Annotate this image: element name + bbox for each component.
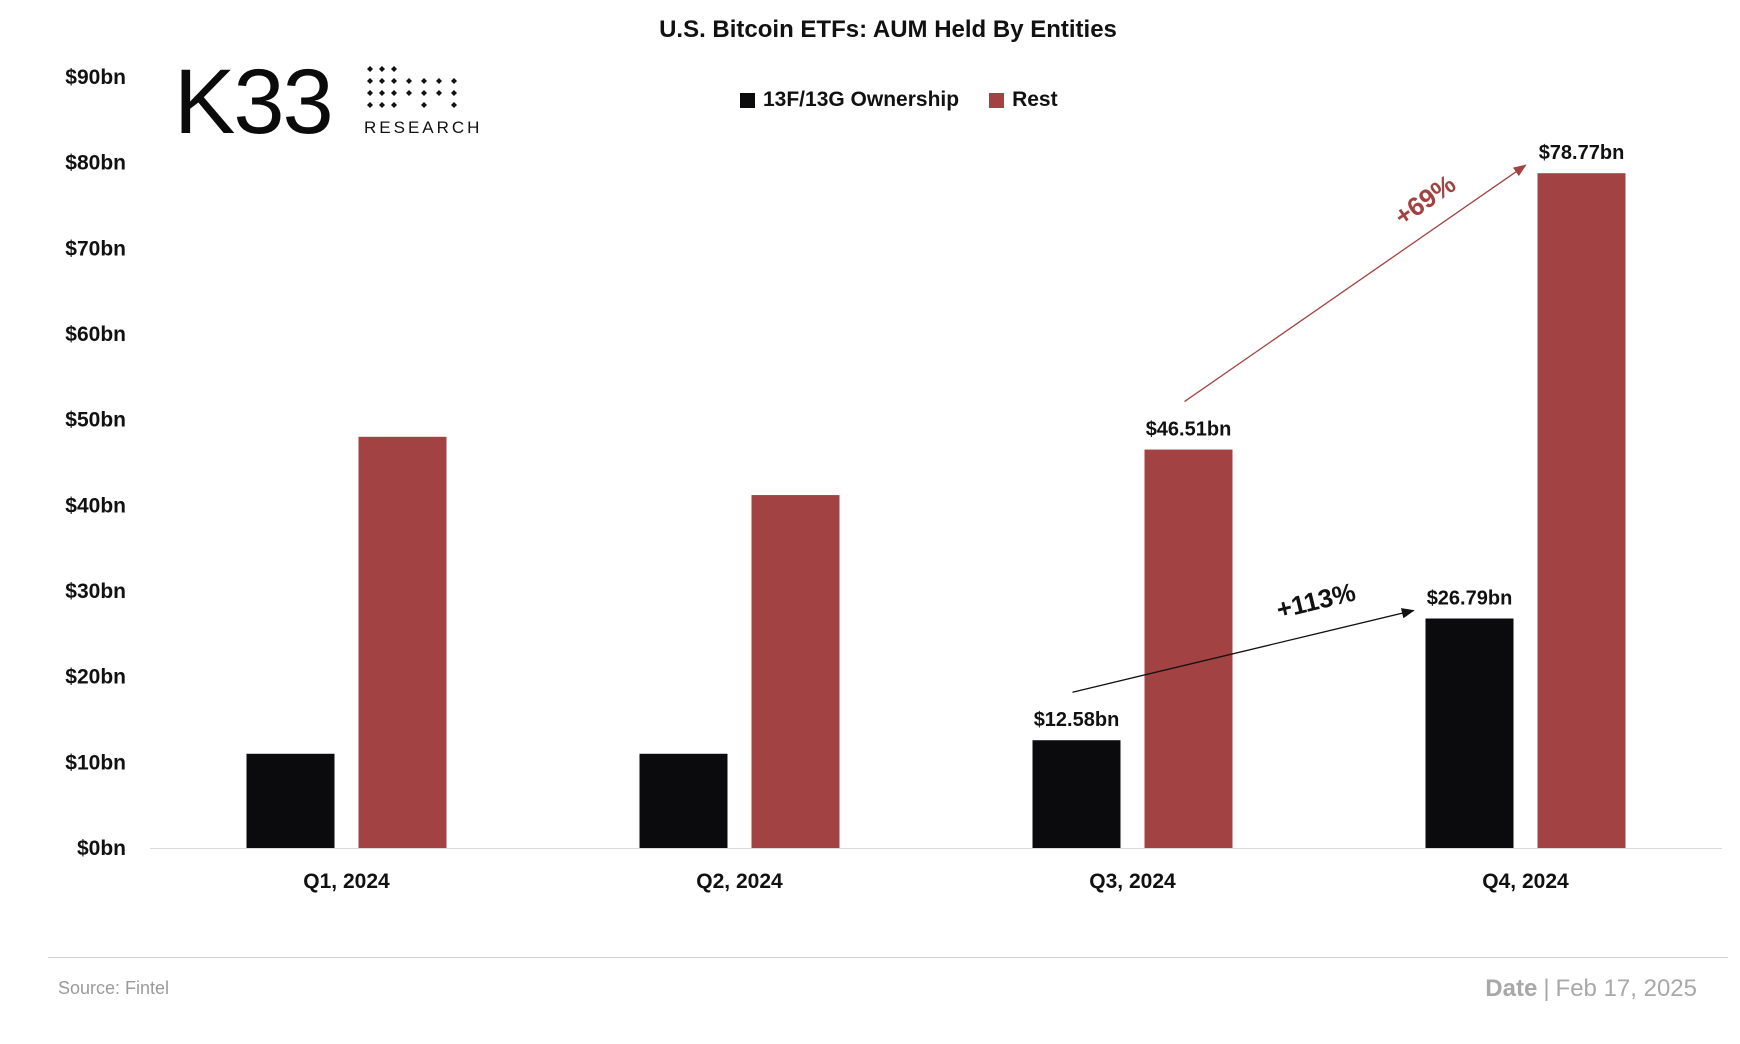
y-tick-label: $50bn: [65, 409, 126, 432]
x-tick-label: Q1, 2024: [303, 870, 390, 893]
legend-swatch-rest: [989, 92, 1005, 108]
y-tick-label: $70bn: [65, 237, 126, 260]
bar-13f: [1425, 618, 1514, 848]
y-tick-label: $80bn: [65, 152, 126, 175]
growth-annotation: +69%: [1389, 169, 1461, 232]
logo-wordmark: K33: [174, 51, 334, 153]
bar-rest: [1144, 449, 1233, 848]
y-tick-label: $40bn: [65, 494, 126, 517]
bar-rest: [1537, 173, 1626, 848]
y-tick-label: $20bn: [65, 666, 126, 689]
date-value: Feb 17, 2025: [1555, 975, 1697, 1002]
date-label: Date: [1485, 975, 1538, 1002]
bar-13f: [1032, 740, 1121, 848]
legend-label-13f: 13F/13G Ownership: [763, 88, 960, 111]
footer-divider: [48, 957, 1728, 958]
data-label: $12.58bn: [1034, 709, 1120, 731]
source-note: Source: Fintel: [58, 978, 170, 998]
legend-item-13f: 13F/13G Ownership: [740, 88, 959, 112]
date-stamp: Date | Feb 17, 2025: [1485, 975, 1697, 1003]
growth-annotation: +113%: [1273, 577, 1358, 625]
logo-research-label: RESEARCH: [364, 118, 483, 137]
legend-label-rest: Rest: [1012, 88, 1058, 111]
y-tick-label: $10bn: [65, 751, 126, 774]
legend-item-rest: Rest: [989, 88, 1058, 112]
x-tick-label: Q4, 2024: [1482, 870, 1569, 893]
data-label: $26.79bn: [1427, 587, 1513, 609]
bar-rest: [358, 436, 447, 848]
y-tick-label: $0bn: [77, 837, 126, 860]
y-tick-label: $90bn: [65, 66, 126, 89]
chart-legend: 13F/13G Ownership Rest: [740, 88, 1058, 112]
data-label: $78.77bn: [1539, 142, 1625, 164]
x-tick-label: Q2, 2024: [696, 870, 783, 893]
bar-13f: [639, 753, 728, 848]
data-label: $46.51bn: [1146, 419, 1232, 441]
y-tick-label: $60bn: [65, 323, 126, 346]
bar-rest: [751, 495, 840, 848]
logo-dots-icon: [367, 66, 457, 108]
growth-arrow: [1072, 608, 1415, 693]
legend-swatch-13f: [740, 92, 755, 108]
bar-13f: [246, 753, 335, 848]
x-tick-label: Q3, 2024: [1089, 870, 1176, 893]
chart-title: U.S. Bitcoin ETFs: AUM Held By Entities: [659, 16, 1117, 43]
date-separator: |: [1543, 975, 1550, 1002]
y-tick-label: $30bn: [65, 580, 126, 603]
growth-arrow: [1184, 164, 1527, 403]
